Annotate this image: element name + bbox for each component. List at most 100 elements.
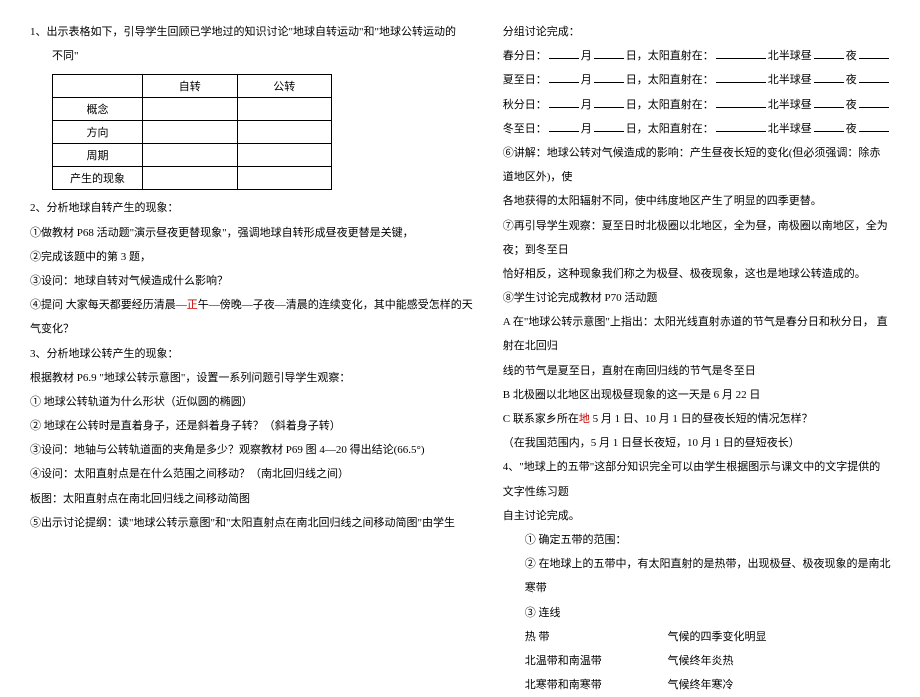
text: 日，太阳直射在： xyxy=(626,99,714,111)
table-cell: 周期 xyxy=(53,144,143,167)
text: C 联系家乡所在 xyxy=(503,413,579,425)
para-r4d: ② 在地球上的五带中，有太阳直射的是热带，出现极昼、极夜现象的是南北寒带 xyxy=(503,552,891,600)
para-r7: ⑦再引导学生观察：夏至日时北极圈以北地区，全为昼，南极圈以南地区，全为夜；到冬至… xyxy=(503,214,891,262)
para-r4e: ③ 连线 xyxy=(503,601,891,625)
table-cell: 公转 xyxy=(237,75,332,98)
para-r4: 4、"地球上的五带"这部分知识完全可以由学生根据图示与课文中的文字提供的文字性练… xyxy=(503,455,891,503)
text: 月 xyxy=(581,99,592,111)
text: 冬至日： xyxy=(503,123,547,135)
para-2b: ②完成该题中的第 3 题， xyxy=(30,245,473,269)
solstice-row: 秋分日：月日，太阳直射在：北半球昼夜 xyxy=(503,93,891,117)
blank-field xyxy=(716,72,766,83)
para-2d: ④提问 大家每天都要经历清晨—正午—傍晚—子夜—清晨的连续变化，其中能感受怎样的… xyxy=(30,293,473,317)
blank-field xyxy=(859,97,889,108)
highlight-text: 地 xyxy=(579,413,590,425)
blank-field xyxy=(716,121,766,132)
para-r8c: C 联系家乡所在地 5 月 1 日、10 月 1 日的昼夜长短的情况怎样？ xyxy=(503,407,891,431)
text: 夜 xyxy=(846,50,857,62)
blank-field xyxy=(814,72,844,83)
table-cell xyxy=(143,144,238,167)
para-3c: ② 地球在公转时是直着身子，还是斜着身子转？（斜着身子转） xyxy=(30,414,473,438)
para-2c: ③设问：地球自转对气候造成什么影响？ xyxy=(30,269,473,293)
para-1: 1、出示表格如下，引导学生回顾已学地过的知识讨论"地球自转运动"和"地球公转运动… xyxy=(30,20,473,44)
match-right: 气候的四季变化明显 xyxy=(668,631,767,643)
blank-field xyxy=(859,72,889,83)
solstice-row: 冬至日：月日，太阳直射在：北半球昼夜 xyxy=(503,117,891,141)
text: ④提问 大家每天都要经历清晨— xyxy=(30,299,187,311)
table-cell xyxy=(237,167,332,190)
text: 春分日： xyxy=(503,50,547,62)
table-row: 产生的现象 xyxy=(53,167,332,190)
blank-field xyxy=(594,121,624,132)
para-r8b: B 北极圈以北地区出现极昼现象的这一天是 6 月 22 日 xyxy=(503,383,891,407)
match-left: 热 带 xyxy=(525,625,665,649)
blank-field xyxy=(594,72,624,83)
blank-field xyxy=(814,48,844,59)
table-cell xyxy=(237,144,332,167)
text: 日，太阳直射在： xyxy=(626,74,714,86)
para-r4c: ① 确定五带的范围： xyxy=(503,528,891,552)
para-3e: ④设问：太阳直射点是在什么范围之间移动？（南北回归线之间） xyxy=(30,462,473,486)
table-cell xyxy=(237,121,332,144)
text: 日，太阳直射在： xyxy=(626,50,714,62)
left-column: 1、出示表格如下，引导学生回顾已学地过的知识讨论"地球自转运动"和"地球公转运动… xyxy=(30,20,473,630)
para-r0: 分组讨论完成： xyxy=(503,20,891,44)
blank-field xyxy=(549,72,579,83)
text: 午—傍晚—子夜—清晨的连续变化，其中能感受怎样的天 xyxy=(198,299,473,311)
text: 夜 xyxy=(846,99,857,111)
para-3g: ⑤出示讨论提纲：读"地球公转示意图"和"太阳直射点在南北回归线之间移动简图"由学… xyxy=(30,511,473,535)
para-2a: ①做教材 P68 活动题"演示昼夜更替现象"，强调地球自转形成昼夜更替是关键， xyxy=(30,221,473,245)
match-left: 北温带和南温带 xyxy=(525,649,665,673)
para-r8d: （在我国范围内，5 月 1 日昼长夜短，10 月 1 日的昼短夜长） xyxy=(503,431,891,455)
match-row: 热 带 气候的四季变化明显 xyxy=(503,625,891,649)
blank-field xyxy=(549,97,579,108)
text: 日，太阳直射在： xyxy=(626,123,714,135)
blank-field xyxy=(859,48,889,59)
table-row: 周期 xyxy=(53,144,332,167)
para-r4b: 自主讨论完成。 xyxy=(503,504,891,528)
table-row: 自转 公转 xyxy=(53,75,332,98)
blank-field xyxy=(594,97,624,108)
table-cell xyxy=(143,98,238,121)
para-r8: ⑧学生讨论完成教材 P70 活动题 xyxy=(503,286,891,310)
text: 北半球昼 xyxy=(768,123,812,135)
para-3a: 根据教材 P6.9 "地球公转示意图"，设置一系列问题引导学生观察： xyxy=(30,366,473,390)
table-cell xyxy=(237,98,332,121)
text: 月 xyxy=(581,74,592,86)
para-3: 3、分析地球公转产生的现象： xyxy=(30,342,473,366)
table-cell xyxy=(53,75,143,98)
text: 北半球昼 xyxy=(768,99,812,111)
para-2e: 气变化？ xyxy=(30,317,473,341)
para-r8a2: 线的节气是夏至日，直射在南回归线的节气是冬至日 xyxy=(503,359,891,383)
blank-field xyxy=(716,48,766,59)
text: 北半球昼 xyxy=(768,50,812,62)
text: 夏至日： xyxy=(503,74,547,86)
table-cell xyxy=(143,167,238,190)
text: 夜 xyxy=(846,74,857,86)
blank-field xyxy=(814,121,844,132)
text: 月 xyxy=(581,50,592,62)
para-r8a: A 在"地球公转示意图"上指出：太阳光线直射赤道的节气是春分日和秋分日， 直射在… xyxy=(503,310,891,358)
para-r6: ⑥讲解：地球公转对气候造成的影响：产生昼夜长短的变化(但必须强调：除赤道地区外)… xyxy=(503,141,891,189)
text: 5 月 1 日、10 月 1 日的昼夜长短的情况怎样？ xyxy=(590,413,813,425)
table-cell: 自转 xyxy=(143,75,238,98)
para-r6b: 各地获得的太阳辐射不同，使中纬度地区产生了明显的四季更替。 xyxy=(503,189,891,213)
table-row: 概念 xyxy=(53,98,332,121)
solstice-row: 夏至日：月日，太阳直射在：北半球昼夜 xyxy=(503,68,891,92)
solstice-row: 春分日： 月 日，太阳直射在： 北半球昼 夜 xyxy=(503,44,891,68)
blank-field xyxy=(549,121,579,132)
blank-field xyxy=(549,48,579,59)
para-3f: 板图：太阳直射点在南北回归线之间移动简图 xyxy=(30,487,473,511)
para-3b: ① 地球公转轨道为什么形状（近似圆的椭圆） xyxy=(30,390,473,414)
match-row: 北寒带和南寒带 气候终年寒冷 xyxy=(503,673,891,697)
para-r7b: 恰好相反，这种现象我们称之为极昼、极夜现象，这也是地球公转造成的。 xyxy=(503,262,891,286)
right-column: 分组讨论完成： 春分日：月日，太阳直射在：北半球昼夜 夏至日：月日，太阳直射在：… xyxy=(503,20,891,630)
match-left: 北寒带和南寒带 xyxy=(525,673,665,697)
para-1b: 不同" xyxy=(30,44,473,68)
blank-field xyxy=(859,121,889,132)
blank-field xyxy=(594,48,624,59)
table-cell: 方向 xyxy=(53,121,143,144)
text: 夜 xyxy=(846,123,857,135)
table-row: 方向 xyxy=(53,121,332,144)
table-cell: 产生的现象 xyxy=(53,167,143,190)
